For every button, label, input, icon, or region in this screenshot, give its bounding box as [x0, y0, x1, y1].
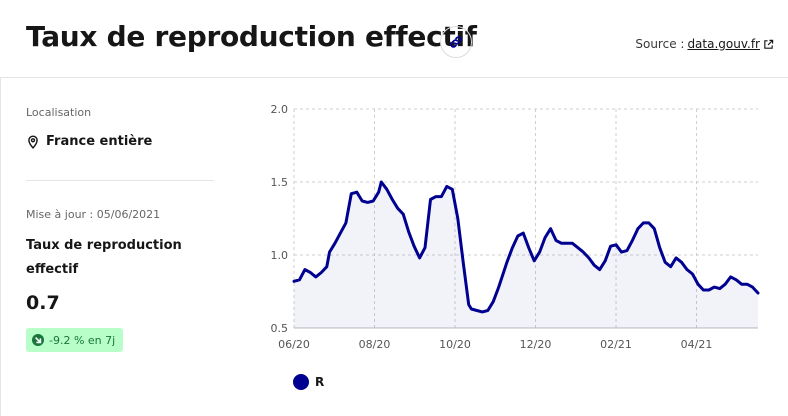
page-title: Taux de reproduction effectif [26, 20, 477, 53]
legend-dot-r[interactable] [293, 374, 309, 390]
location-value: France entière [46, 134, 153, 149]
map-pin-icon [28, 134, 38, 149]
link-icon [450, 36, 462, 48]
trend-badge: -9.2 % en 7j [26, 328, 124, 352]
external-link-icon [764, 39, 774, 49]
header: Taux de reproduction effectif Source : d… [0, 0, 788, 78]
x-tick-label: 12/20 [520, 338, 552, 351]
y-tick-label: 1.0 [271, 249, 289, 262]
series-area-r [294, 182, 758, 328]
source-prefix: Source : [635, 37, 685, 51]
source-link[interactable]: data.gouv.fr [687, 37, 760, 51]
legend-label-r: R [315, 375, 325, 389]
arrow-down-right-icon [32, 334, 44, 346]
location-label: Localisation [26, 106, 92, 119]
series-line-r [292, 180, 760, 314]
x-tick-label: 06/20 [278, 338, 310, 351]
copy-link-button[interactable] [440, 26, 472, 58]
trend-badge-text: -9.2 % en 7j [49, 333, 116, 347]
update-date: Mise à jour : 05/06/2021 [26, 208, 161, 221]
chart-legend: R [293, 374, 324, 390]
x-tick-label: 08/20 [359, 338, 391, 351]
x-tick-label: 04/21 [681, 338, 713, 351]
y-tick-label: 0.5 [271, 322, 289, 335]
source: Source : data.gouv.fr [635, 37, 774, 51]
reproduction-chart: 0.5 1.0 1.5 2.0 06/20 08/20 10/20 12/20 02/21 04/… [271, 103, 760, 351]
metric-title: Taux de reproduction effectif [26, 238, 182, 277]
x-tick-label: 10/20 [439, 338, 471, 351]
y-tick-label: 2.0 [271, 103, 289, 116]
sidebar-divider [26, 180, 214, 181]
location-selector[interactable]: France entière [26, 134, 152, 149]
x-tick-label: 02/21 [600, 338, 632, 351]
y-tick-label: 1.5 [271, 176, 289, 189]
metric-value: 0.7 [26, 292, 60, 314]
panel-border [0, 78, 1, 416]
